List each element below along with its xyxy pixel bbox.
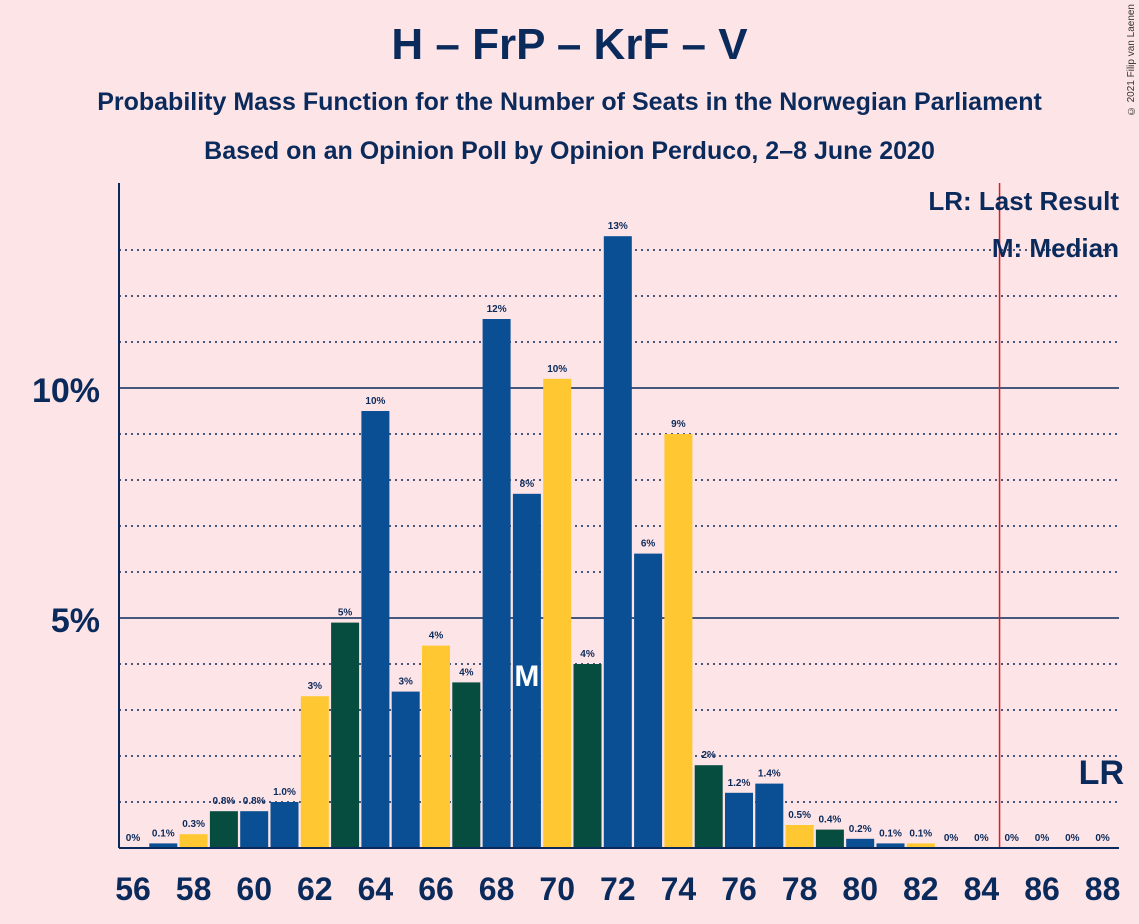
bar-seat-64 bbox=[361, 411, 390, 848]
bar-value-label: 6% bbox=[641, 539, 656, 550]
x-tick-label: 60 bbox=[236, 871, 272, 907]
last-result-label: LR bbox=[1079, 754, 1124, 792]
bar-value-label: 4% bbox=[580, 649, 595, 660]
bar-seat-63 bbox=[331, 622, 360, 848]
bar-value-label: 0.8% bbox=[213, 796, 236, 807]
bar-seat-72 bbox=[603, 236, 632, 848]
chart-title: H – FrP – KrF – V bbox=[391, 20, 748, 69]
x-tick-label: 64 bbox=[358, 871, 394, 907]
bar-value-label: 2% bbox=[701, 750, 716, 761]
bar-value-label: 3% bbox=[398, 677, 413, 688]
bar-value-label: 0.4% bbox=[819, 815, 842, 826]
x-tick-label: 76 bbox=[721, 871, 757, 907]
chart-subtitle-poll: Based on an Opinion Poll by Opinion Perd… bbox=[204, 137, 935, 165]
bar-seat-61 bbox=[270, 802, 299, 848]
median-marker: M bbox=[514, 660, 539, 693]
y-tick-label: 10% bbox=[32, 372, 100, 410]
bar-value-label: 1.4% bbox=[758, 769, 781, 780]
bar-value-label: 1.0% bbox=[273, 787, 296, 798]
x-tick-label: 80 bbox=[842, 871, 878, 907]
x-tick-label: 82 bbox=[903, 871, 939, 907]
x-tick-label: 86 bbox=[1024, 871, 1060, 907]
bar-value-label: 13% bbox=[608, 221, 628, 232]
bar-seat-66 bbox=[422, 645, 450, 848]
bar-value-label: 0% bbox=[1035, 833, 1050, 844]
x-tick-label: 84 bbox=[964, 871, 1000, 907]
bar-seat-80 bbox=[846, 838, 875, 848]
bar-seat-71 bbox=[573, 664, 602, 848]
bar-value-label: 12% bbox=[487, 304, 507, 315]
bar-value-label: 0.5% bbox=[788, 810, 811, 821]
bar-seat-69 bbox=[512, 493, 541, 848]
bar-seat-73 bbox=[634, 553, 663, 848]
bar-value-label: 10% bbox=[365, 396, 385, 407]
bar-value-label: 0% bbox=[944, 833, 959, 844]
bar-value-label: 3% bbox=[308, 681, 323, 692]
bar-value-label: 0% bbox=[126, 833, 141, 844]
x-tick-label: 78 bbox=[782, 871, 818, 907]
bar-seat-76 bbox=[725, 792, 753, 848]
bar-value-label: 10% bbox=[547, 364, 567, 375]
x-tick-label: 56 bbox=[115, 871, 151, 907]
bar-value-label: 8% bbox=[520, 479, 535, 490]
x-tick-label: 72 bbox=[600, 871, 636, 907]
bar-seat-78 bbox=[785, 825, 814, 848]
legend-median: M: Median bbox=[991, 233, 1119, 263]
bar-value-label: 0% bbox=[974, 833, 989, 844]
bar-seat-81 bbox=[876, 843, 905, 848]
chart-subtitle: Probability Mass Function for the Number… bbox=[97, 88, 1042, 116]
bar-seat-75 bbox=[694, 765, 723, 848]
bar-seat-70 bbox=[543, 378, 572, 848]
bar-value-label: 0% bbox=[1065, 833, 1080, 844]
x-tick-label: 68 bbox=[479, 871, 515, 907]
bar-seat-67 bbox=[452, 682, 481, 848]
bar-seat-77 bbox=[755, 783, 784, 848]
bar-value-label: 0.1% bbox=[152, 828, 175, 839]
bar-seat-65 bbox=[391, 691, 420, 848]
bar-value-label: 0.3% bbox=[182, 819, 205, 830]
bar-seat-58 bbox=[179, 834, 208, 848]
bar-seat-74 bbox=[664, 434, 693, 848]
x-tick-label: 88 bbox=[1085, 871, 1121, 907]
x-tick-label: 58 bbox=[176, 871, 212, 907]
bar-value-label: 0.8% bbox=[243, 796, 266, 807]
bar-seat-60 bbox=[240, 811, 269, 848]
bar-value-label: 0.1% bbox=[909, 828, 932, 839]
bar-value-label: 5% bbox=[338, 608, 353, 619]
bar-seat-82 bbox=[906, 843, 935, 848]
bar-value-label: 4% bbox=[429, 631, 444, 642]
bar-value-label: 0.1% bbox=[879, 828, 902, 839]
bar-value-label: 1.2% bbox=[728, 778, 751, 789]
bar-seat-62 bbox=[300, 696, 329, 848]
bar-seat-79 bbox=[815, 829, 844, 848]
bar-seat-57 bbox=[149, 843, 178, 848]
bar-seat-59 bbox=[209, 811, 238, 848]
bar-value-label: 0.2% bbox=[849, 824, 872, 835]
x-tick-label: 66 bbox=[418, 871, 454, 907]
x-tick-label: 62 bbox=[297, 871, 333, 907]
x-tick-label: 74 bbox=[661, 871, 697, 907]
bar-value-label: 0% bbox=[1004, 833, 1019, 844]
legend-last-result: LR: Last Result bbox=[928, 186, 1119, 216]
bar-value-label: 0% bbox=[1095, 833, 1110, 844]
bar-seat-68 bbox=[482, 319, 511, 848]
bar-value-label: 4% bbox=[459, 667, 474, 678]
x-tick-label: 70 bbox=[539, 871, 575, 907]
bar-value-label: 9% bbox=[671, 419, 686, 430]
y-tick-label: 5% bbox=[51, 602, 100, 640]
